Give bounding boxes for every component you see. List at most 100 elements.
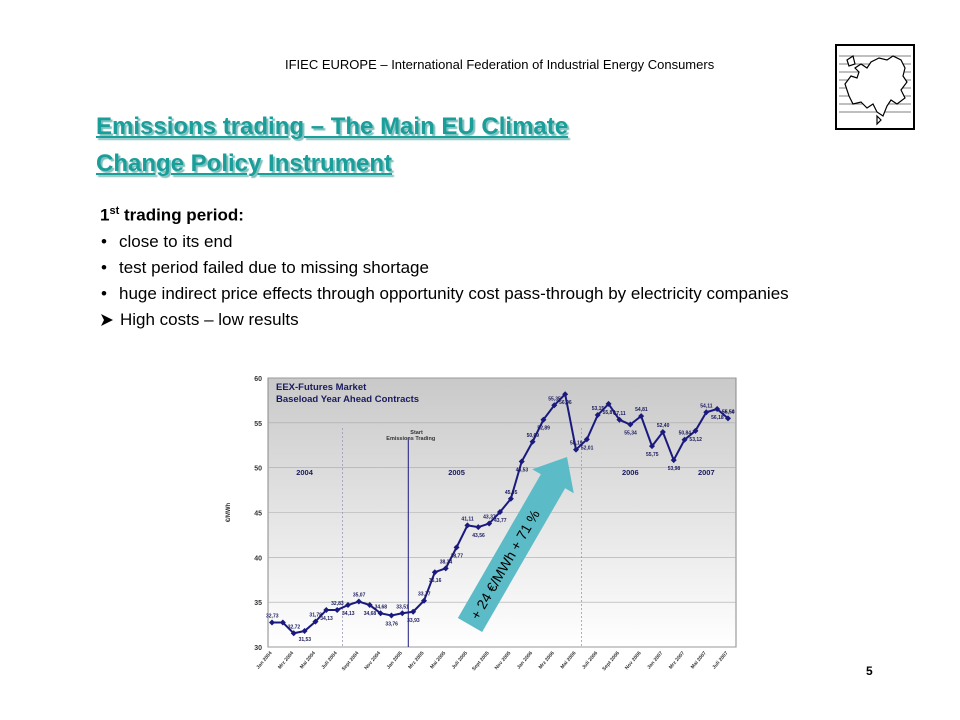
body-content: 1st trading period: close to its end tes…	[100, 198, 860, 333]
data-point	[497, 509, 503, 516]
data-label: 34,68	[375, 604, 388, 610]
bullet-item: test period failed due to missing shorta…	[100, 255, 860, 281]
data-label: 52,89	[537, 426, 550, 432]
data-point	[670, 457, 677, 464]
data-point	[290, 630, 297, 637]
year-label: 2004	[296, 468, 314, 477]
data-point	[627, 421, 634, 428]
arrow-shape	[457, 457, 574, 633]
title-line-2: Change Policy Instrument	[96, 150, 393, 177]
data-label: 53,98	[668, 466, 681, 472]
data-point	[681, 436, 688, 443]
data-point	[573, 446, 579, 453]
data-point	[583, 436, 590, 443]
data-label: 46,53	[516, 467, 529, 473]
data-label: 52,40	[657, 423, 670, 429]
x-tick-label: Mrz 2006	[538, 650, 556, 670]
data-label: 31,53	[299, 637, 312, 643]
header-organization: IFIEC EUROPE – International Federation …	[285, 57, 715, 72]
chart-title: EEX-Futures Market	[276, 382, 367, 393]
data-point	[518, 458, 525, 465]
x-tick-label: Sept 2006	[601, 650, 621, 672]
data-point	[475, 524, 482, 531]
data-point	[562, 391, 569, 398]
data-label: 56,18	[711, 415, 724, 421]
data-label: 43,56	[472, 533, 485, 539]
conclusion-text: High costs – low results	[120, 309, 299, 329]
data-point	[692, 427, 699, 434]
data-label: 43,77	[494, 518, 507, 524]
data-label: 33,76	[385, 622, 398, 628]
x-tick-label: Jan 2006	[516, 650, 534, 670]
data-point	[301, 628, 308, 635]
data-point	[551, 402, 558, 409]
x-tick-label: Mai 2004	[299, 650, 317, 670]
data-point	[616, 416, 623, 423]
data-label: 54,81	[635, 407, 648, 413]
x-tick-label: Mrz 2005	[407, 650, 425, 670]
page-number: 5	[866, 664, 873, 678]
arrow-bullet-icon	[101, 313, 113, 326]
data-label: 31,78	[309, 613, 322, 619]
data-label: 56,96	[559, 400, 572, 406]
data-point	[431, 569, 438, 576]
data-label: 58,19	[570, 441, 583, 447]
year-label: 2006	[622, 468, 639, 477]
data-label: 41,11	[461, 516, 473, 522]
data-label: 33,77	[418, 592, 431, 598]
data-point	[269, 619, 275, 626]
x-tick-label: Mai 2007	[690, 650, 708, 670]
data-label: 34,68	[364, 611, 377, 617]
x-tick-label: Jan 2007	[646, 650, 664, 670]
x-tick-label: Juli 2006	[581, 650, 599, 670]
data-point	[725, 415, 731, 422]
x-tick-label: Jan 2004	[255, 650, 273, 670]
conclusion-item: High costs – low results	[100, 307, 860, 333]
data-point	[279, 619, 286, 626]
y-tick-label: 35	[254, 600, 262, 607]
x-tick-label: Juli 2005	[451, 650, 469, 670]
trading-period-heading: 1st trading period:	[100, 198, 860, 229]
data-point	[649, 443, 655, 450]
data-point	[421, 597, 427, 604]
chart-subtitle: Baseload Year Ahead Contracts	[276, 394, 419, 405]
x-tick-label: Nov 2004	[363, 650, 382, 671]
data-point	[605, 400, 612, 407]
data-label: 53,12	[689, 437, 702, 443]
data-point	[714, 406, 721, 413]
bullet-item: huge indirect price effects through oppo…	[100, 281, 860, 307]
data-label: 45,05	[505, 490, 518, 496]
data-point	[594, 412, 601, 419]
data-point	[659, 428, 666, 435]
x-tick-label: Sept 2004	[341, 650, 361, 672]
data-point	[540, 416, 547, 423]
x-tick-label: Juli 2004	[320, 650, 338, 670]
x-tick-label: Jan 2005	[386, 650, 404, 670]
data-point	[399, 610, 406, 617]
x-tick-label: Nov 2006	[624, 650, 643, 671]
data-label: 50,69	[527, 433, 540, 439]
data-label: 55,75	[646, 452, 659, 458]
data-label: 38,77	[451, 553, 464, 559]
data-label: 43,37	[483, 515, 496, 521]
data-point	[312, 618, 319, 625]
year-label: 2007	[698, 468, 715, 477]
y-tick-label: 50	[254, 466, 262, 473]
data-point	[410, 608, 417, 615]
x-tick-label: Mai 2006	[560, 650, 578, 670]
data-point	[366, 602, 373, 609]
data-label: 55,50	[722, 409, 735, 415]
data-point	[355, 598, 362, 605]
data-label: 54,11	[700, 403, 712, 409]
data-label: 52,01	[581, 445, 594, 451]
data-label: 32,83	[331, 601, 344, 607]
y-tick-label: 60	[254, 376, 262, 383]
data-label: 38,34	[440, 559, 453, 565]
data-label: 33,51	[396, 604, 409, 610]
data-label: 50,84	[679, 431, 692, 437]
data-point	[388, 612, 395, 619]
event-label: Emissions Trading	[386, 436, 435, 442]
data-point	[323, 606, 330, 613]
data-label: 33,93	[407, 618, 420, 624]
